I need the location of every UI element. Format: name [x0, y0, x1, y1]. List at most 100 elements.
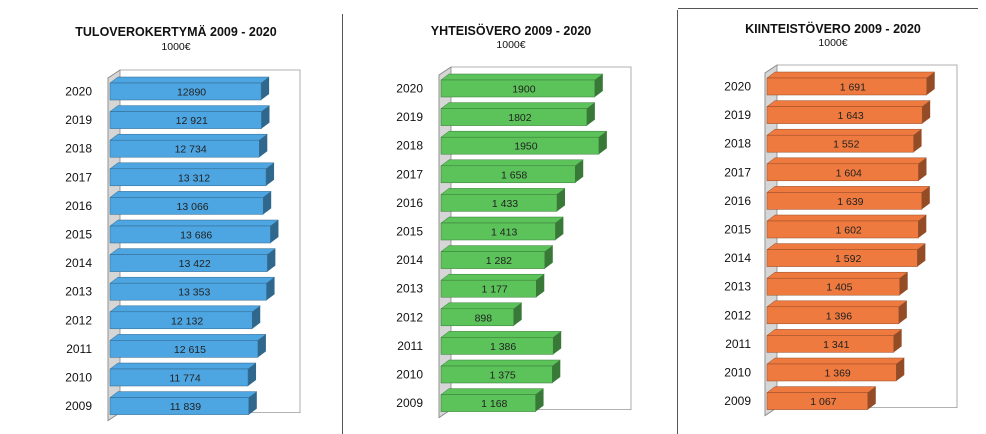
bar: [109, 219, 280, 244]
bar-side: [899, 272, 908, 296]
bar-front: [766, 77, 927, 96]
bar-side: [266, 162, 275, 186]
bar-side: [913, 129, 922, 153]
bar-front: [440, 308, 514, 327]
bar: [766, 386, 877, 410]
bar-top: [440, 388, 545, 395]
bar-side: [535, 388, 544, 412]
bar: [766, 300, 908, 325]
year-label: 2019: [396, 110, 423, 124]
bar-top: [440, 331, 562, 338]
year-label: 2020: [724, 80, 751, 94]
bar-front: [109, 340, 259, 358]
bar-side: [893, 329, 902, 353]
year-label: 2009: [396, 396, 423, 410]
year-label: 2013: [396, 282, 423, 296]
bar: [440, 159, 584, 184]
year-label: 2009: [65, 399, 92, 413]
value-label: 11 774: [169, 373, 200, 385]
bar: [766, 214, 928, 239]
year-label: 2010: [65, 371, 92, 385]
year-label: 2014: [396, 253, 423, 267]
bar-front: [109, 311, 253, 330]
year-label: 2020: [65, 85, 92, 99]
year-label: 2017: [65, 170, 92, 184]
bar-side: [557, 188, 566, 212]
bar-front: [440, 194, 558, 212]
value-label: 12 921: [176, 115, 208, 127]
panel-divider: [342, 14, 343, 434]
bar: [109, 133, 269, 158]
bar-side: [263, 191, 272, 215]
year-label: 2013: [65, 285, 92, 299]
bar-top: [109, 133, 269, 141]
bar-front: [766, 134, 914, 153]
bar-front: [109, 282, 267, 301]
value-label: 1 341: [823, 339, 849, 351]
bar: [766, 157, 928, 182]
value-label: 1 369: [825, 368, 851, 380]
bar-side: [248, 363, 257, 386]
value-label: 1 592: [835, 253, 861, 265]
year-label: 2019: [65, 113, 92, 127]
bar-side: [553, 331, 562, 355]
bar: [440, 273, 546, 298]
value-label: 1 405: [826, 282, 852, 294]
value-label: 11 839: [170, 401, 201, 413]
value-label: 12 615: [174, 344, 206, 356]
year-label: 2015: [724, 223, 751, 237]
year-label: 2019: [724, 108, 751, 122]
bar: [766, 128, 923, 153]
bar-top: [109, 362, 257, 370]
bar-front: [109, 168, 267, 187]
bar-side: [896, 358, 905, 381]
year-label: 2018: [724, 137, 751, 151]
value-label: 1 067: [810, 396, 836, 408]
bar-top: [440, 188, 566, 195]
bar-side: [926, 72, 935, 95]
chart-subtitle: 1000€: [818, 37, 847, 49]
bar-side: [266, 277, 275, 301]
bar-top: [766, 357, 906, 365]
bar-front: [766, 220, 919, 239]
bar-side: [252, 305, 261, 329]
bar-side: [586, 102, 595, 126]
bar: [766, 71, 936, 96]
bar: [440, 102, 596, 126]
bar-front: [109, 368, 249, 387]
bar-front: [109, 254, 268, 272]
bar-front: [440, 136, 600, 155]
bar-side: [544, 245, 553, 269]
year-label: 2018: [396, 139, 423, 153]
bar-side: [575, 159, 584, 183]
chart-panel-yhteisovero: YHTEISÖVERO 2009 - 2020 1000€ 2020 1900 2019…: [343, 0, 677, 434]
bar-side: [513, 302, 522, 326]
bar: [440, 130, 608, 155]
bar-front: [766, 106, 923, 124]
value-label: 1900: [512, 84, 536, 96]
year-label: 2015: [396, 225, 423, 239]
value-label: 13 066: [177, 201, 209, 213]
year-label: 2016: [396, 196, 423, 210]
bar-top: [109, 76, 270, 84]
value-label: 1 168: [481, 398, 507, 410]
bar-top: [109, 219, 280, 227]
bar-front: [109, 139, 260, 158]
bar: [766, 271, 909, 296]
chart-subtitle: 1000€: [161, 41, 190, 53]
bar-side: [555, 217, 564, 240]
value-label: 1802: [508, 112, 532, 124]
bar-side: [918, 215, 927, 238]
value-label: 1 386: [490, 341, 516, 353]
bar-front: [109, 225, 271, 244]
bar-front: [766, 392, 869, 410]
year-label: 2016: [724, 194, 751, 208]
bar-side: [921, 186, 930, 210]
year-label: 2014: [65, 256, 92, 270]
bar-top: [440, 245, 554, 252]
bar: [440, 73, 604, 98]
bar-side: [594, 74, 603, 97]
bar-side: [259, 134, 268, 158]
bar-top: [766, 329, 903, 336]
bar-side: [918, 157, 927, 181]
